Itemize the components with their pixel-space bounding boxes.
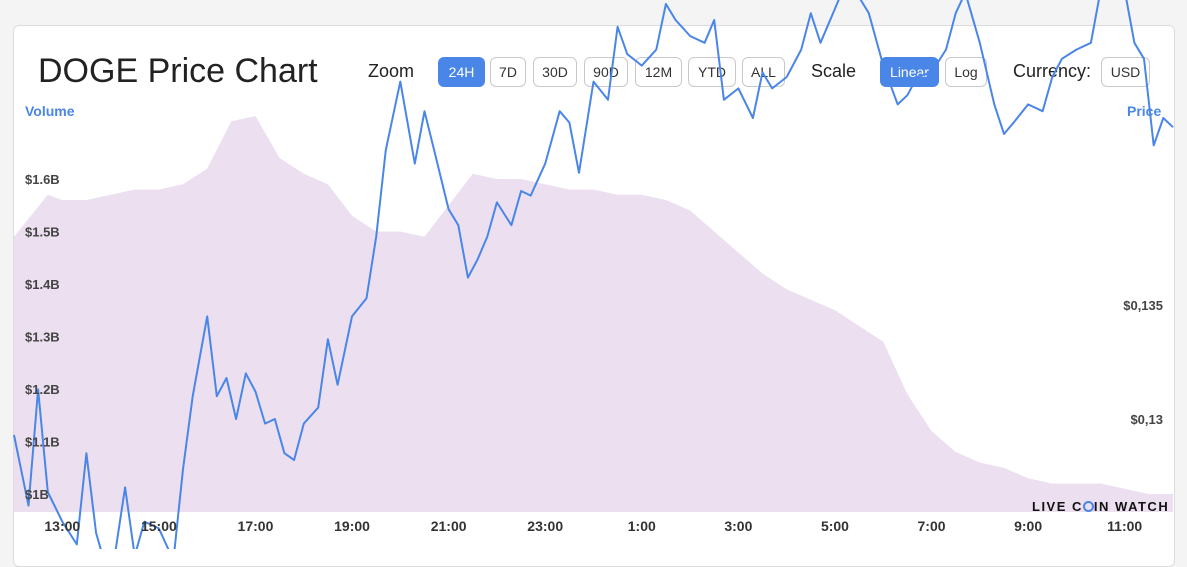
x-tick-label: 21:00 — [431, 518, 467, 534]
zoom-all-button[interactable]: ALL — [742, 57, 785, 87]
price-volume-chart: $1B $1.1B $1.2B $1.3B $1.4B $1.5B $1.6B $0,13 $0… — [13, 0, 1174, 549]
volume-tick-label: $1.4B — [25, 277, 60, 292]
x-tick-label: 1:00 — [628, 518, 656, 534]
zoom-7d-button[interactable]: 7D — [490, 57, 526, 87]
zoom-30d-button[interactable]: 30D — [533, 57, 577, 87]
x-tick-label: 15:00 — [141, 518, 177, 534]
x-tick-label: 23:00 — [527, 518, 563, 534]
scale-log-button[interactable]: Log — [945, 57, 987, 87]
volume-tick-label: $1.2B — [25, 382, 60, 397]
x-tick-label: 7:00 — [918, 518, 946, 534]
volume-axis-title: Volume — [25, 103, 75, 119]
price-tick-label: $0,135 — [1123, 298, 1163, 313]
currency-label: Currency: — [1013, 61, 1092, 81]
scale-label: Scale — [811, 61, 857, 81]
volume-tick-label: $1.1B — [25, 435, 60, 450]
price-line — [13, 0, 1174, 549]
x-tick-label: 13:00 — [44, 518, 80, 534]
zoom-12m-button[interactable]: 12M — [635, 57, 682, 87]
x-tick-label: 9:00 — [1014, 518, 1042, 534]
x-tick-label: 17:00 — [238, 518, 274, 534]
x-tick-label: 5:00 — [821, 518, 849, 534]
x-tick-label: 3:00 — [724, 518, 752, 534]
volume-tick-label: $1.3B — [25, 330, 60, 345]
volume-tick-label: $1.5B — [25, 225, 60, 240]
price-tick-label: $0,13 — [1130, 412, 1163, 427]
x-tick-label: 11:00 — [1107, 518, 1142, 534]
volume-tick-label: $1.6B — [25, 172, 60, 187]
x-tick-label: 19:00 — [334, 518, 370, 534]
price-axis-title: Price — [1127, 103, 1162, 119]
page-title: DOGE Price Chart — [38, 52, 318, 90]
zoom-24h-button[interactable]: 24H — [438, 57, 485, 87]
volume-area — [14, 116, 1173, 512]
volume-tick-label: $1B — [25, 487, 49, 502]
currency-select[interactable]: USD — [1101, 57, 1150, 87]
zoom-ytd-button[interactable]: YTD — [688, 57, 736, 87]
live-coin-watch-logo: LIVE C IN WATCH — [1032, 499, 1170, 514]
zoom-label: Zoom — [368, 61, 415, 81]
